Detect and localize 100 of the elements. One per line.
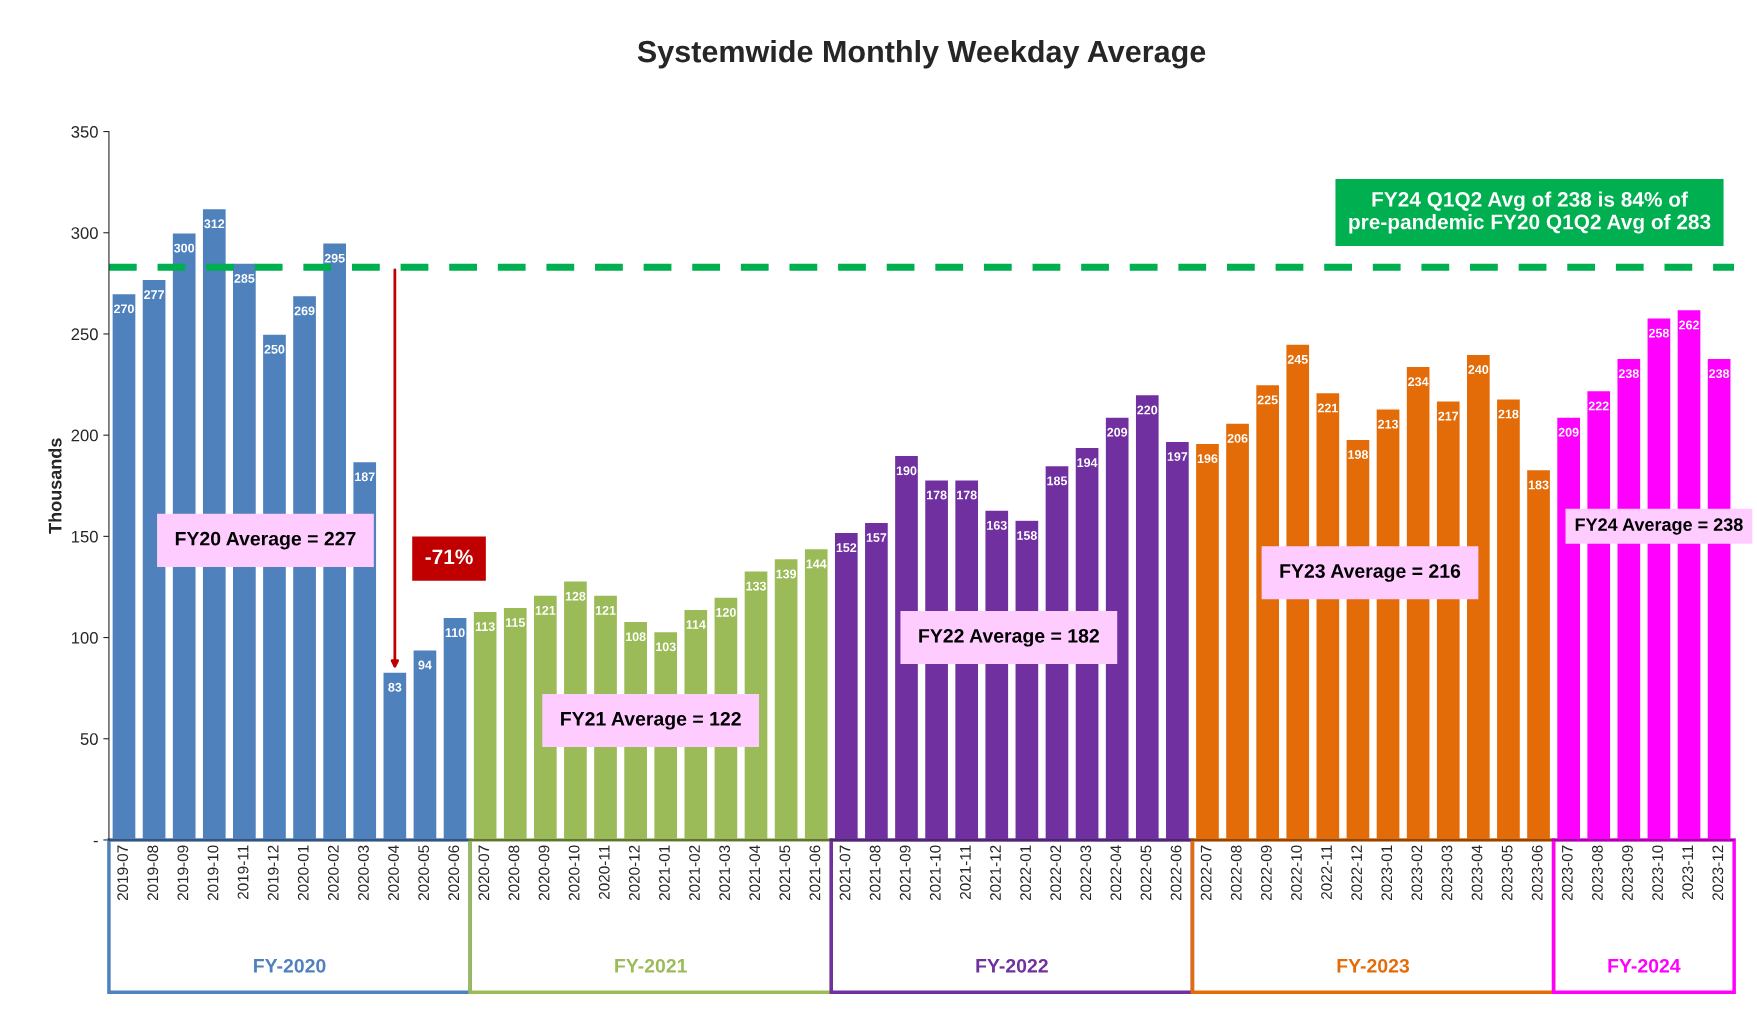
x-tick-label: 2020-02	[327, 845, 339, 901]
x-tick-label: 2022-02	[1050, 845, 1062, 901]
data-label: 113	[475, 622, 495, 632]
x-tick-label: 2021-09	[899, 845, 911, 901]
annotation: FY24 Average = 238	[1575, 518, 1743, 535]
data-label: 262	[1679, 320, 1699, 330]
x-tick-label: 2020-12	[628, 845, 640, 901]
x-tick-label: 2021-11	[959, 845, 971, 899]
x-tick-label: 2022-06	[1170, 845, 1182, 901]
x-tick-label: 2021-07	[839, 845, 851, 901]
data-label: 196	[1197, 454, 1218, 464]
x-tick-label: 2023-05	[1501, 845, 1513, 901]
x-tick-label: 2020-07	[478, 845, 490, 901]
x-tick-label: 2022-04	[1110, 845, 1122, 901]
x-tick-label: 2020-08	[508, 845, 520, 901]
x-tick-label: 2020-05	[418, 845, 430, 901]
data-label: 221	[1317, 403, 1338, 413]
x-tick-label: 2023-12	[1712, 845, 1724, 901]
data-label: 178	[926, 490, 947, 500]
annotation: -71%	[425, 549, 473, 565]
x-tick-label: 2020-11	[598, 845, 610, 899]
y-tick-label: 50	[80, 733, 98, 745]
x-tick-label: 2021-03	[719, 845, 731, 901]
x-tick-label: 2020-01	[297, 845, 309, 901]
y-tick-label: 200	[71, 429, 98, 442]
x-tick-label: 2023-11	[1682, 845, 1694, 899]
data-label: 225	[1257, 395, 1278, 405]
x-tick-label: 2019-10	[207, 845, 219, 901]
annotation: FY21 Average = 122	[561, 711, 741, 730]
data-label: 209	[1558, 427, 1579, 437]
data-label: 158	[1017, 531, 1037, 540]
x-tick-label: 2022-05	[1140, 845, 1152, 901]
x-tick-label: 2022-03	[1080, 845, 1092, 901]
data-label: 222	[1588, 401, 1609, 411]
data-label: 240	[1468, 365, 1489, 374]
x-tick-label: 2019-12	[267, 845, 279, 901]
x-tick-label: 2023-06	[1531, 845, 1543, 901]
data-label: 121	[535, 605, 556, 615]
x-tick-label: 2022-01	[1020, 845, 1031, 901]
data-label: 312	[204, 219, 225, 229]
data-label: 198	[1348, 450, 1368, 459]
text: FY-2020	[254, 958, 326, 973]
x-tick-label: 2023-04	[1471, 845, 1483, 901]
x-tick-label: 2022-08	[1230, 845, 1242, 901]
x-tick-label: 2019-07	[117, 845, 129, 901]
data-label: 238	[1618, 369, 1639, 379]
ref-line-label: FY24 Q1Q2 Avg of 238 is 84% of pre-pandemic FY20 Q1Q2 Avg of 283	[1349, 191, 1711, 234]
x-tick-label: 2023-02	[1411, 845, 1423, 901]
x-tick-label: 2021-10	[929, 845, 941, 901]
data-label: 163	[987, 520, 1007, 530]
chart-title: Systemwide Monthly Weekday Average	[637, 39, 1206, 69]
y-tick-label: 100	[71, 631, 98, 644]
data-label: 277	[144, 290, 164, 299]
x-tick-label: 2023-10	[1652, 845, 1664, 901]
x-tick-label: 2023-09	[1622, 845, 1633, 901]
data-label: 83	[388, 682, 402, 692]
data-label: 144	[806, 559, 827, 569]
x-tick-label: 2021-02	[689, 845, 700, 901]
y-tick-label: 300	[71, 227, 98, 239]
x-tick-label: 2021-05	[779, 845, 791, 901]
data-label: 115	[505, 618, 525, 627]
y-axis-title: Thousands	[48, 438, 62, 534]
x-tick-label: 2023-08	[1592, 845, 1603, 901]
x-tick-label: 2022-09	[1260, 845, 1272, 901]
data-label: 157	[866, 533, 887, 542]
x-tick-label: 2019-11	[237, 845, 249, 899]
data-label: 133	[746, 581, 766, 591]
data-label: 300	[174, 243, 195, 253]
x-tick-label: 2020-09	[538, 845, 550, 901]
x-tick-label: 2023-01	[1381, 845, 1393, 901]
data-label: 121	[595, 605, 616, 615]
data-label: 114	[686, 620, 706, 629]
x-tick-label: 2022-11	[1321, 845, 1332, 899]
data-label: 110	[445, 628, 465, 638]
data-label: 190	[896, 466, 917, 476]
x-tick-label: 2020-06	[448, 845, 460, 901]
data-label: 139	[776, 569, 797, 579]
annotation: FY23 Average = 216	[1280, 564, 1461, 582]
data-label: 234	[1408, 377, 1429, 387]
data-label: 185	[1047, 476, 1068, 486]
data-label: 213	[1378, 419, 1399, 429]
data-label: 250	[264, 344, 285, 354]
data-label: 94	[418, 660, 432, 670]
x-tick-label: 2021-08	[869, 845, 881, 901]
data-label: 152	[836, 543, 857, 553]
text: FY-2021	[615, 958, 687, 973]
x-tick-label: 2022-10	[1291, 845, 1302, 901]
y-tick-label: 350	[71, 125, 98, 138]
y-tick-label: -	[93, 840, 98, 843]
text: FY-2023	[1337, 958, 1410, 973]
x-tick-label: 2023-03	[1441, 845, 1453, 901]
x-tick-label: 2021-04	[749, 845, 761, 901]
data-label: 217	[1438, 411, 1459, 421]
data-label: 187	[355, 472, 375, 482]
data-label: 128	[565, 591, 586, 601]
x-tick-label: 2022-12	[1351, 845, 1363, 901]
data-label: 270	[113, 304, 134, 314]
x-tick-label: 2021-12	[990, 845, 1001, 901]
data-label: 194	[1077, 458, 1098, 468]
x-tick-label: 2020-10	[568, 845, 580, 901]
